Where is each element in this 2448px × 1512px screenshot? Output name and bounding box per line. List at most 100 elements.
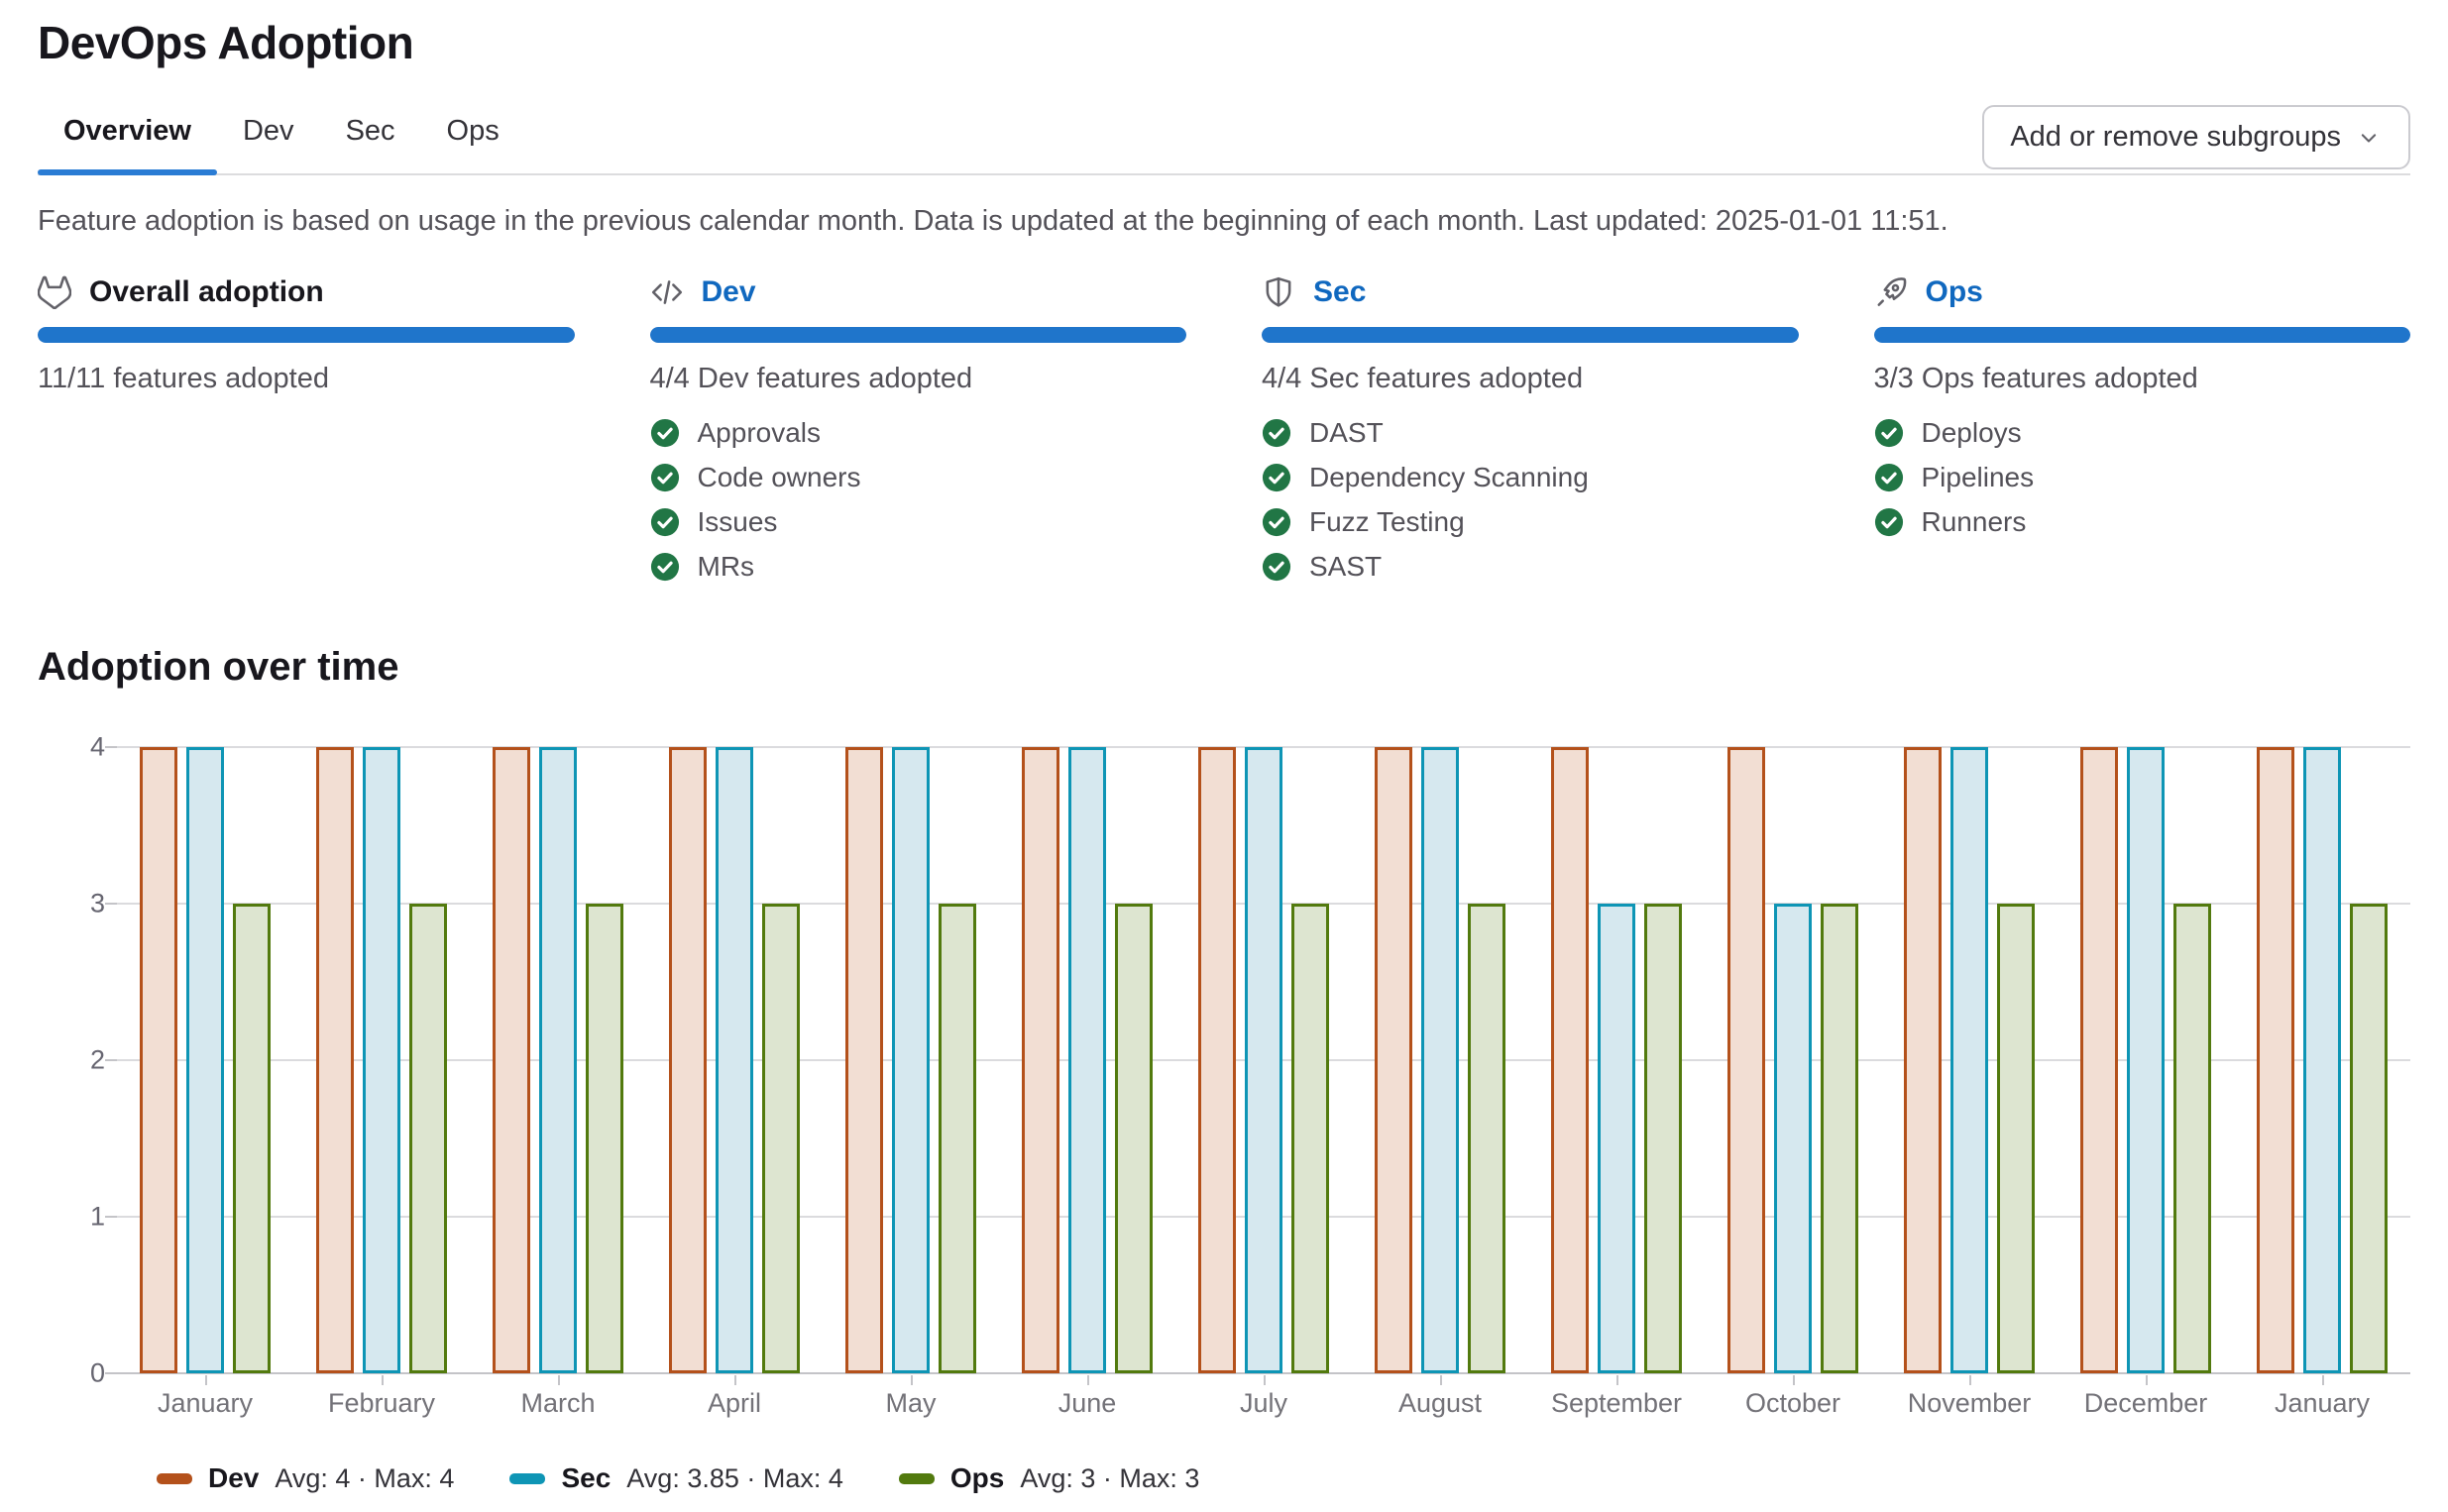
bar-dev-december[interactable] <box>2080 747 2118 1373</box>
bar-sec-june[interactable] <box>1068 747 1106 1373</box>
summary-card-ops: Ops 3/3 Ops features adopted Deploys Pipe… <box>1873 275 2410 595</box>
feature-list-dev: Approvals Code owners Issues MRs <box>650 417 1187 583</box>
bar-dev-august[interactable] <box>1375 747 1412 1373</box>
x-axis-label: May <box>885 1388 937 1418</box>
feature-list-sec: DAST Dependency Scanning Fuzz Testing SAST <box>1262 417 1799 583</box>
legend-swatch <box>157 1472 192 1484</box>
bar-dev-april[interactable] <box>669 747 707 1373</box>
bar-ops-january[interactable] <box>233 904 271 1373</box>
feature-item: MRs <box>650 551 1187 583</box>
chart-legend: Dev Avg: 4 · Max: 4 Sec Avg: 3.85 · Max: 4 O… <box>157 1462 1199 1494</box>
check-circle-icon <box>1874 418 1904 448</box>
gridline-0 <box>105 1372 2410 1374</box>
tab-overview[interactable]: Overview <box>38 99 217 175</box>
tab-dev[interactable]: Dev <box>242 115 294 147</box>
code-icon <box>650 275 684 309</box>
feature-item: Code owners <box>650 462 1187 493</box>
bar-sec-february[interactable] <box>363 747 400 1373</box>
bar-ops-may[interactable] <box>939 904 976 1373</box>
bar-ops-january[interactable] <box>2350 904 2388 1373</box>
y-tick-label: 1 <box>89 1201 105 1232</box>
legend-item-ops[interactable]: Ops Avg: 3 · Max: 3 <box>898 1462 1200 1494</box>
bar-sec-april[interactable] <box>716 747 753 1373</box>
y-tick-label: 0 <box>89 1357 105 1388</box>
feature-label: SAST <box>1309 551 1383 582</box>
x-tick-mark <box>1087 1375 1089 1385</box>
bar-sec-january[interactable] <box>2303 747 2341 1373</box>
x-axis-label: August <box>1397 1388 1483 1418</box>
feature-label: Runners <box>1921 506 2027 537</box>
bar-dev-october[interactable] <box>1727 747 1765 1373</box>
legend-series-stats: Avg: 3 · Max: 3 <box>1020 1462 1200 1493</box>
bar-sec-september[interactable] <box>1598 904 1635 1373</box>
x-tick-mark <box>2322 1375 2324 1385</box>
x-tick-mark <box>911 1375 913 1385</box>
card-caption-sec: 4/4 Sec features adopted <box>1262 363 1584 394</box>
x-tick-mark <box>1969 1375 1971 1385</box>
check-circle-icon <box>650 552 680 582</box>
bar-ops-october[interactable] <box>1821 904 1858 1373</box>
check-circle-icon <box>1874 507 1904 537</box>
tab-ops[interactable]: Ops <box>446 115 500 147</box>
bar-sec-january[interactable] <box>186 747 224 1373</box>
bar-group-august: August <box>1352 747 1528 1418</box>
bar-ops-february[interactable] <box>409 904 447 1373</box>
legend-series-stats: Avg: 4 · Max: 4 <box>275 1462 455 1493</box>
bar-sec-august[interactable] <box>1421 747 1459 1373</box>
bar-ops-april[interactable] <box>762 904 800 1373</box>
check-circle-icon <box>650 463 680 492</box>
legend-item-dev[interactable]: Dev Avg: 4 · Max: 4 <box>157 1462 454 1494</box>
chart-section-title: Adoption over time <box>38 645 399 689</box>
check-circle-icon <box>1262 552 1291 582</box>
bar-sec-october[interactable] <box>1774 904 1812 1373</box>
legend-item-sec[interactable]: Sec Avg: 3.85 · Max: 4 <box>509 1462 843 1494</box>
bar-ops-march[interactable] <box>586 904 623 1373</box>
bar-group-february: February <box>293 747 470 1418</box>
x-tick-mark <box>1616 1375 1618 1385</box>
feature-label: MRs <box>697 551 755 582</box>
bar-group-september: September <box>1528 747 1705 1418</box>
bar-dev-september[interactable] <box>1551 747 1589 1373</box>
y-tick-label: 2 <box>89 1044 105 1075</box>
x-axis-label: January <box>2274 1388 2371 1418</box>
bar-sec-march[interactable] <box>539 747 577 1373</box>
bar-dev-february[interactable] <box>316 747 354 1373</box>
bar-ops-september[interactable] <box>1644 904 1682 1373</box>
bar-ops-august[interactable] <box>1468 904 1505 1373</box>
card-caption-ops: 3/3 Ops features adopted <box>1873 363 2198 394</box>
bar-ops-june[interactable] <box>1115 904 1153 1373</box>
bar-sec-may[interactable] <box>892 747 930 1373</box>
feature-label: Fuzz Testing <box>1309 506 1465 537</box>
feature-label: Issues <box>697 506 778 537</box>
legend-swatch <box>509 1472 546 1484</box>
bar-dev-july[interactable] <box>1198 747 1236 1373</box>
bar-ops-december[interactable] <box>2173 904 2211 1373</box>
bar-sec-november[interactable] <box>1950 747 1988 1373</box>
summary-grid: Overall adoption 11/11 features adopted … <box>38 275 2410 595</box>
legend-series-name: Dev <box>208 1462 260 1493</box>
x-axis-label: December <box>2083 1388 2208 1418</box>
tab-sec[interactable]: Sec <box>345 115 395 147</box>
card-title-ops[interactable]: Ops <box>1925 275 1983 308</box>
card-title-dev[interactable]: Dev <box>701 275 756 308</box>
x-axis-label: April <box>707 1388 762 1418</box>
bar-ops-july[interactable] <box>1291 904 1329 1373</box>
bar-dev-june[interactable] <box>1022 747 1059 1373</box>
x-tick-mark <box>382 1375 384 1385</box>
bar-dev-may[interactable] <box>845 747 883 1373</box>
add-or-remove-subgroups-button[interactable]: Add or remove subgroups <box>1982 105 2410 169</box>
bar-dev-november[interactable] <box>1904 747 1942 1373</box>
bar-sec-july[interactable] <box>1245 747 1282 1373</box>
bar-dev-march[interactable] <box>493 747 530 1373</box>
adoption-over-time-chart: Total number of features adopted January… <box>38 698 2410 1500</box>
x-axis-label: September <box>1550 1388 1683 1418</box>
x-axis-label: June <box>1057 1388 1117 1418</box>
bar-dev-january[interactable] <box>140 747 177 1373</box>
card-title-sec[interactable]: Sec <box>1313 275 1367 308</box>
feature-label: DAST <box>1309 417 1384 448</box>
bar-group-january: January <box>2234 747 2410 1418</box>
tabs: Overview Dev Sec Ops <box>38 99 525 175</box>
bar-sec-december[interactable] <box>2127 747 2165 1373</box>
bar-dev-january[interactable] <box>2257 747 2294 1373</box>
bar-ops-november[interactable] <box>1997 904 2035 1373</box>
